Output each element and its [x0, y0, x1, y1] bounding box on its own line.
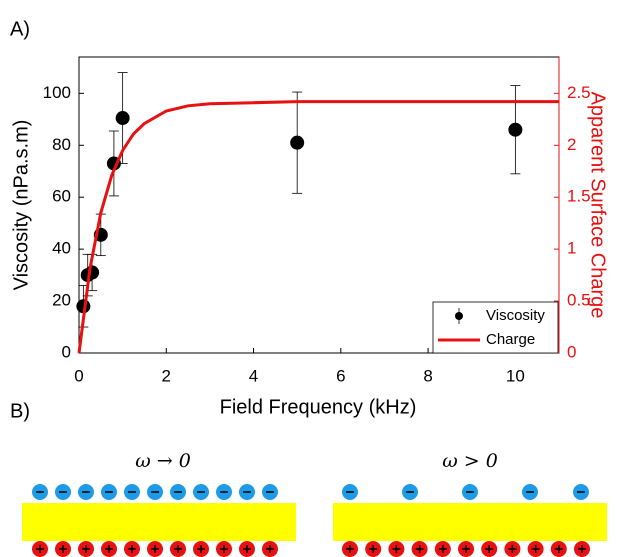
y2-tick-label: 1 [567, 239, 576, 258]
point [508, 122, 523, 137]
x-tick-label: 4 [249, 366, 258, 385]
point [85, 265, 100, 280]
y-tick-label: 100 [43, 83, 71, 102]
legend-label: Viscosity [486, 307, 545, 324]
y2-tick-label: 0 [567, 342, 576, 361]
plate [333, 503, 607, 541]
x-tick-label: 6 [336, 366, 345, 385]
point [115, 111, 130, 126]
diagram-label: ω → 0 [135, 450, 191, 472]
y2-tick-label: 0.5 [567, 291, 591, 310]
x-tick-label: 10 [506, 366, 525, 385]
x-tick-label: 2 [162, 366, 171, 385]
x-tick-label: 8 [423, 366, 432, 385]
y2-axis-label: Apparent Surface Charge [587, 92, 609, 319]
legend-box [432, 301, 559, 354]
y2-tick-label: 2.5 [567, 83, 591, 102]
y-tick-label: 0 [62, 342, 71, 361]
panel-label: B) [10, 400, 30, 422]
plot: 0 2 4 6 8 1002040608010000.511.522.5Viscosity… [43, 56, 591, 385]
line [77, 100, 559, 354]
x-tick-label: 0 [74, 366, 83, 385]
y-tick-label: 20 [52, 291, 71, 310]
x-axis-label: Field Frequency (kHz) [220, 396, 417, 418]
diagram-label: ω > 0 [442, 450, 498, 472]
legend-swatch [455, 312, 463, 320]
y2-tick-label: 2 [567, 135, 576, 154]
point [290, 135, 305, 150]
legend-label: Charge [486, 331, 535, 348]
panel-label: A) [10, 18, 30, 40]
plate [22, 503, 296, 541]
y-tick-label: 60 [52, 187, 71, 206]
y-tick-label: 80 [52, 135, 71, 154]
y-axis-label: Viscosity (nPa.s.m) [10, 120, 32, 291]
y-tick-label: 40 [52, 239, 71, 258]
y2-tick-label: 1.5 [567, 187, 591, 206]
ions [32, 484, 590, 557]
legend: Viscosity Charge [432, 301, 559, 354]
